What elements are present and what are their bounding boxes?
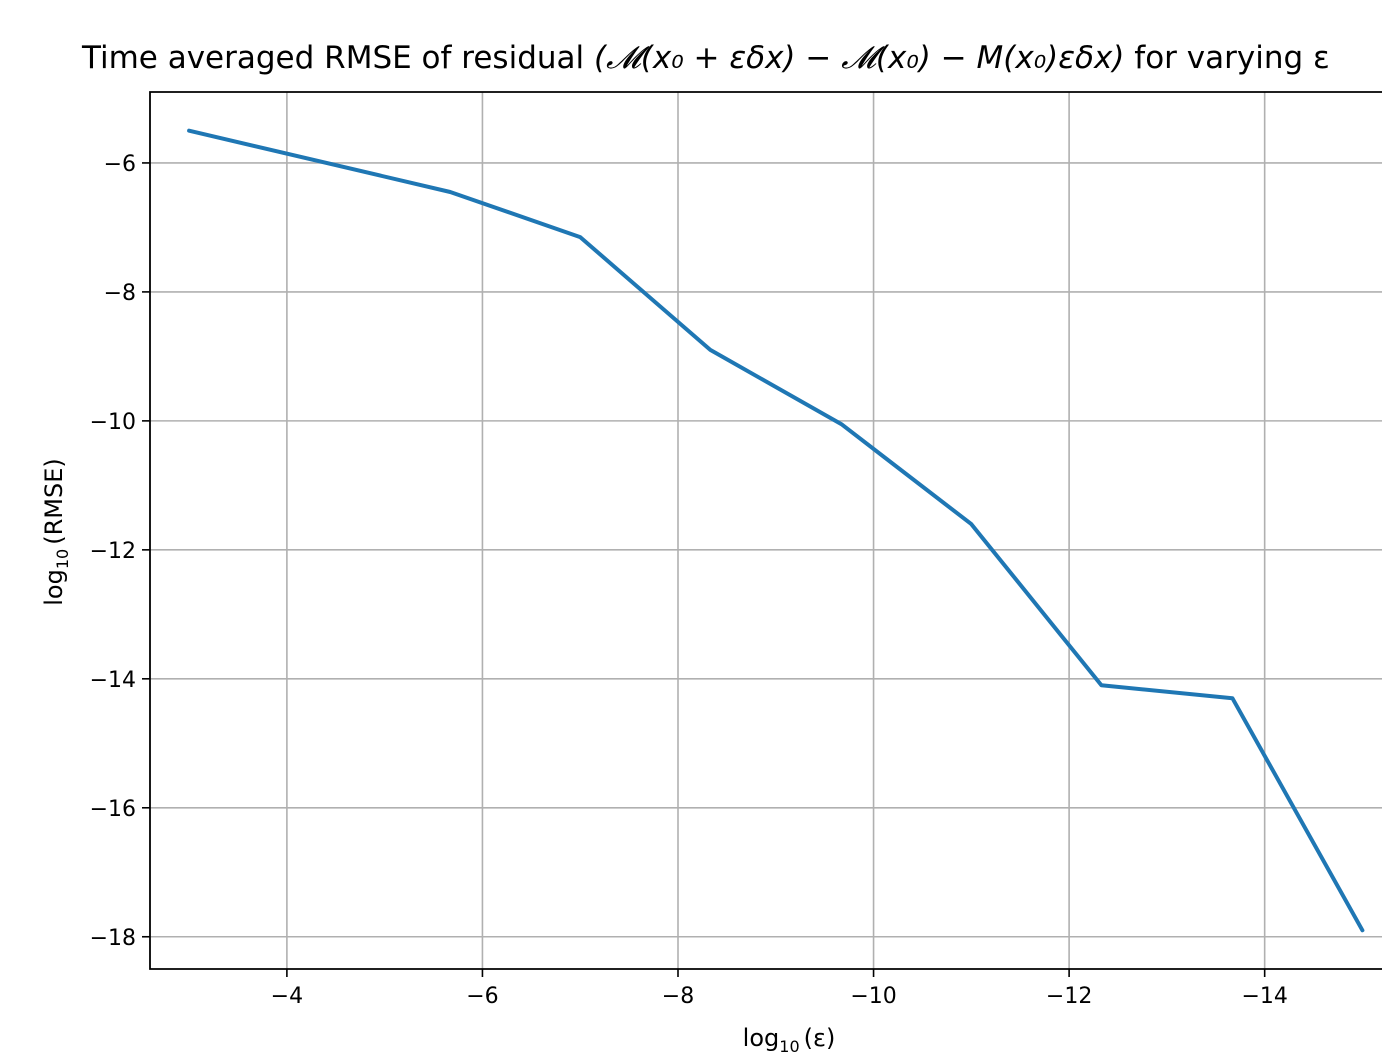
x-tick-label: −6: [466, 984, 498, 1009]
series-line: [187, 128, 1365, 933]
ticks: −4 −6 −8 −10 −12 −14 −6 −8 −10 −12 −14 −16 −18: [90, 152, 1288, 1009]
axes-frame: [149, 91, 1382, 970]
x-tick-label: −12: [1046, 984, 1092, 1009]
y-tick-label: −8: [104, 281, 136, 306]
y-tick-label: −14: [90, 668, 136, 693]
y-axis-label-arg: (RMSE): [40, 458, 68, 545]
x-axis-label-sub: 10: [779, 1037, 799, 1052]
y-tick-label: −10: [90, 410, 136, 435]
x-axis-label-arg: (ε): [804, 1024, 836, 1052]
y-axis-label-base: log: [40, 569, 68, 606]
y-tick-label: −6: [104, 152, 136, 177]
grid: [150, 92, 1382, 969]
x-tick-label: −8: [662, 984, 694, 1009]
x-tick-label: −10: [850, 984, 896, 1009]
y-tick-label: −16: [90, 797, 136, 822]
x-axis-label-base: log: [743, 1024, 780, 1052]
y-tick-label: −18: [90, 926, 136, 951]
chart-title-prefix: Time averaged RMSE of residual: [81, 40, 594, 76]
series-layer: [187, 128, 1365, 933]
y-axis-label-sub: 10: [53, 549, 72, 569]
y-axis-label: log10 (RMSE): [40, 458, 72, 605]
chart-title: Time averaged RMSE of residual (𝓜(x₀ + ε…: [81, 40, 1330, 76]
chart-title-math: (𝓜(x₀ + εδx) − 𝓜(x₀) − M(x₀)εδx): [594, 40, 1124, 76]
x-tick-label: −14: [1241, 984, 1287, 1009]
x-axis-label: log10 (ε): [743, 1024, 836, 1052]
y-tick-label: −12: [90, 539, 136, 564]
chart-title-suffix: for varying ε: [1124, 40, 1329, 76]
x-tick-label: −4: [271, 984, 303, 1009]
